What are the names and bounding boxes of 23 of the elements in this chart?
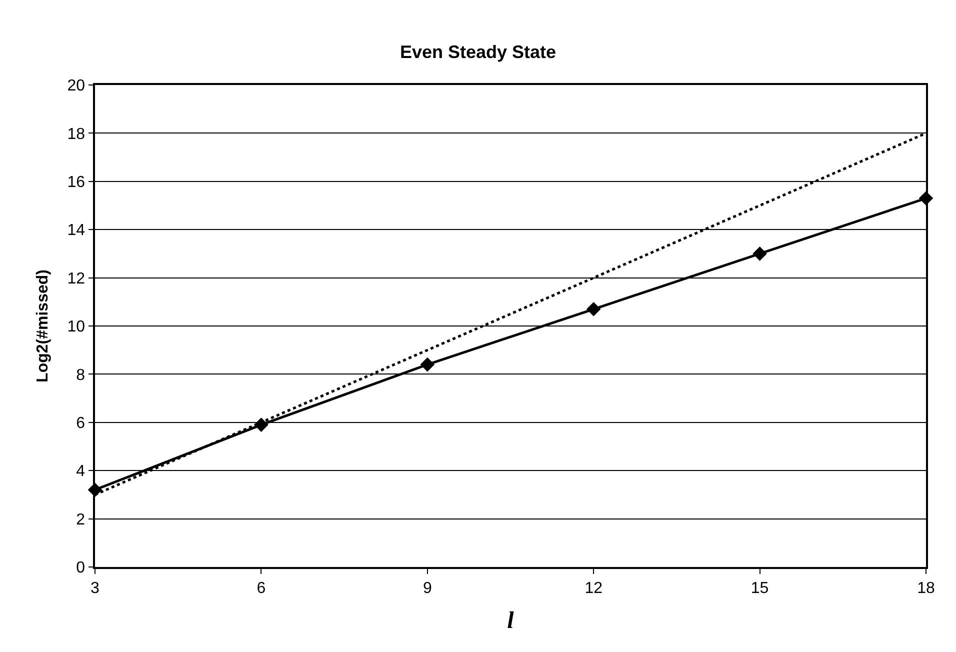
point: [420, 357, 435, 372]
point: [752, 246, 767, 261]
y-tick-label: 12: [67, 270, 86, 288]
y-tick-label: 0: [76, 560, 86, 577]
y-tick-label: 16: [67, 174, 86, 191]
y-tick-label: 18: [67, 126, 86, 143]
y-tick-label: 2: [76, 511, 86, 528]
y-tick-label: 14: [67, 222, 86, 240]
x-tick-label: 9: [422, 580, 432, 597]
y-tick-label: 20: [67, 78, 86, 95]
point: [586, 302, 601, 316]
y-tick-label: 4: [76, 463, 86, 480]
y-axis-title: Log2(#missed): [34, 270, 52, 382]
x-axis-title: l: [507, 608, 514, 634]
x-tick-label: 3: [90, 580, 100, 597]
y-tick-label: 6: [76, 415, 86, 432]
x-tick-label: 12: [584, 580, 603, 597]
x-tick-label: 18: [917, 580, 935, 597]
y-tick-label: 10: [67, 318, 86, 336]
y-tick-label: 8: [76, 366, 86, 384]
chart-title: Even Steady State: [400, 42, 556, 62]
x-tick-label: 15: [750, 580, 769, 597]
x-tick-label: 6: [256, 580, 266, 597]
